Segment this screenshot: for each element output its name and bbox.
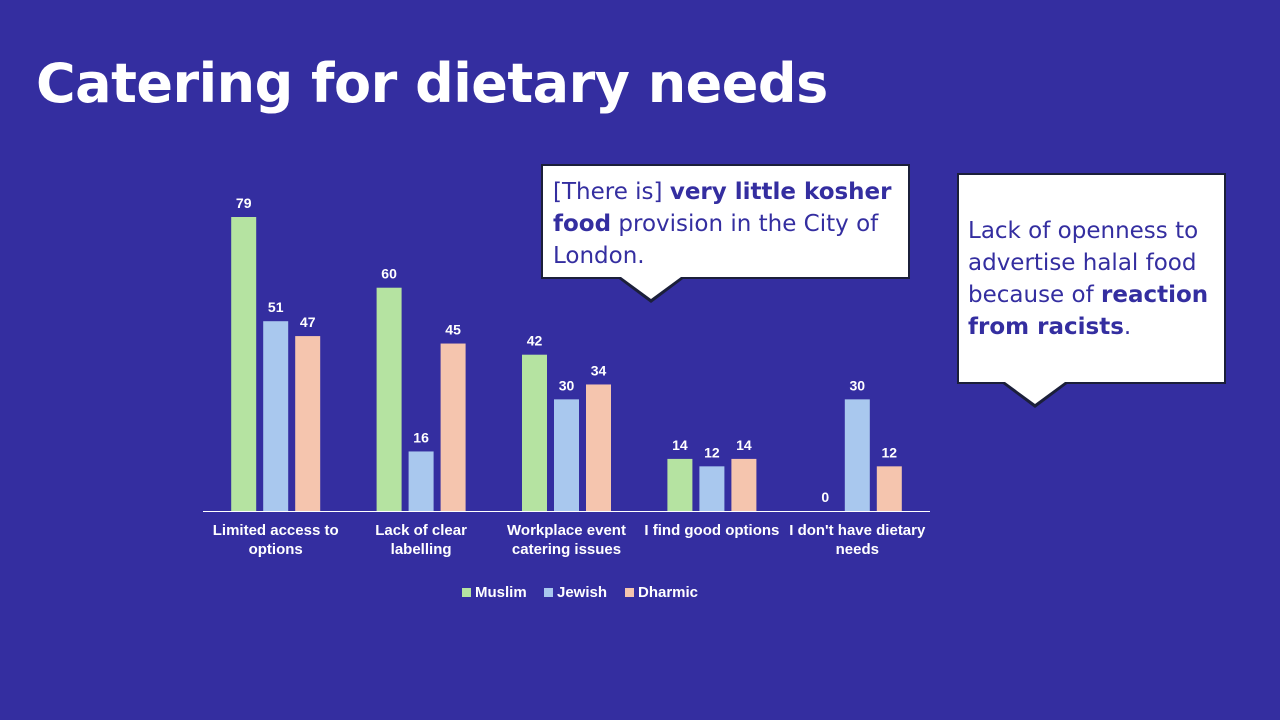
x-tick-label: needs — [836, 541, 879, 558]
bar-dharmic — [876, 466, 902, 511]
bar-jewish — [263, 321, 289, 511]
data-label-muslim: 14 — [672, 437, 688, 453]
data-label-jewish: 16 — [413, 429, 429, 445]
data-label-dharmic: 47 — [300, 314, 316, 330]
bar-jewish — [554, 399, 579, 511]
x-tick-label: labelling — [391, 541, 452, 558]
callout-emphasis: reaction from racists — [968, 282, 1209, 340]
callout-text-kosher: [There is] very little kosher food provi… — [553, 179, 892, 269]
legend-swatch-dharmic — [625, 588, 634, 597]
legend-label-muslim: Muslim — [475, 584, 527, 601]
bar-dharmic — [586, 384, 611, 511]
legend-swatch-jewish — [544, 588, 553, 597]
quote-callout-kosher: [There is] very little kosher food provi… — [541, 164, 910, 303]
callout-text-segment: . — [1123, 314, 1132, 340]
legend-label-dharmic: Dharmic — [638, 584, 698, 601]
slide-title: Catering for dietary needs — [36, 52, 828, 115]
callout-pointer-fill — [621, 277, 681, 299]
data-label-dharmic: 14 — [736, 437, 752, 453]
data-label-dharmic: 45 — [445, 322, 461, 338]
callout-pointer-fill — [1005, 382, 1065, 404]
data-label-jewish: 51 — [268, 299, 284, 315]
data-label-muslim: 0 — [821, 489, 829, 505]
callout-text-segment: [There is] — [553, 179, 670, 205]
bar-dharmic — [440, 343, 466, 511]
bar-muslim — [667, 458, 693, 511]
bar-jewish — [408, 451, 434, 511]
x-tick-label: Limited access to — [213, 522, 339, 539]
bar-muslim — [522, 354, 547, 511]
callout-text-halal: Lack of openness to advertise halal food… — [968, 218, 1208, 340]
callout-text-segment: Lack of openness to advertise halal food… — [968, 218, 1199, 308]
x-tick-label: Lack of clear — [375, 522, 467, 539]
data-label-dharmic: 12 — [882, 444, 898, 460]
bar-dharmic — [731, 458, 757, 511]
data-label-muslim: 60 — [381, 266, 397, 282]
data-label-jewish: 12 — [704, 444, 720, 460]
quote-callout-halal: Lack of openness to advertise halal food… — [957, 173, 1226, 408]
bar-jewish — [844, 399, 870, 511]
data-label-jewish: 30 — [559, 377, 575, 393]
x-tick-label: options — [249, 541, 303, 558]
data-label-jewish: 30 — [850, 377, 866, 393]
callout-text-segment: provision in the City of London. — [553, 211, 879, 269]
legend-swatch-muslim — [462, 588, 471, 597]
callout-emphasis: very little kosher food — [553, 179, 892, 237]
x-tick-label: Workplace event — [507, 522, 626, 539]
bar-dharmic — [295, 336, 321, 511]
x-tick-label: catering issues — [512, 541, 621, 558]
x-tick-label: I don't have dietary — [789, 522, 926, 539]
bar-muslim — [231, 217, 257, 511]
bar-jewish — [699, 466, 725, 511]
data-label-dharmic: 34 — [591, 362, 607, 378]
bar-muslim — [376, 287, 402, 511]
x-tick-label: I find good options — [644, 522, 779, 539]
data-label-muslim: 79 — [236, 195, 252, 211]
data-label-muslim: 42 — [527, 333, 543, 349]
legend-label-jewish: Jewish — [557, 584, 607, 601]
